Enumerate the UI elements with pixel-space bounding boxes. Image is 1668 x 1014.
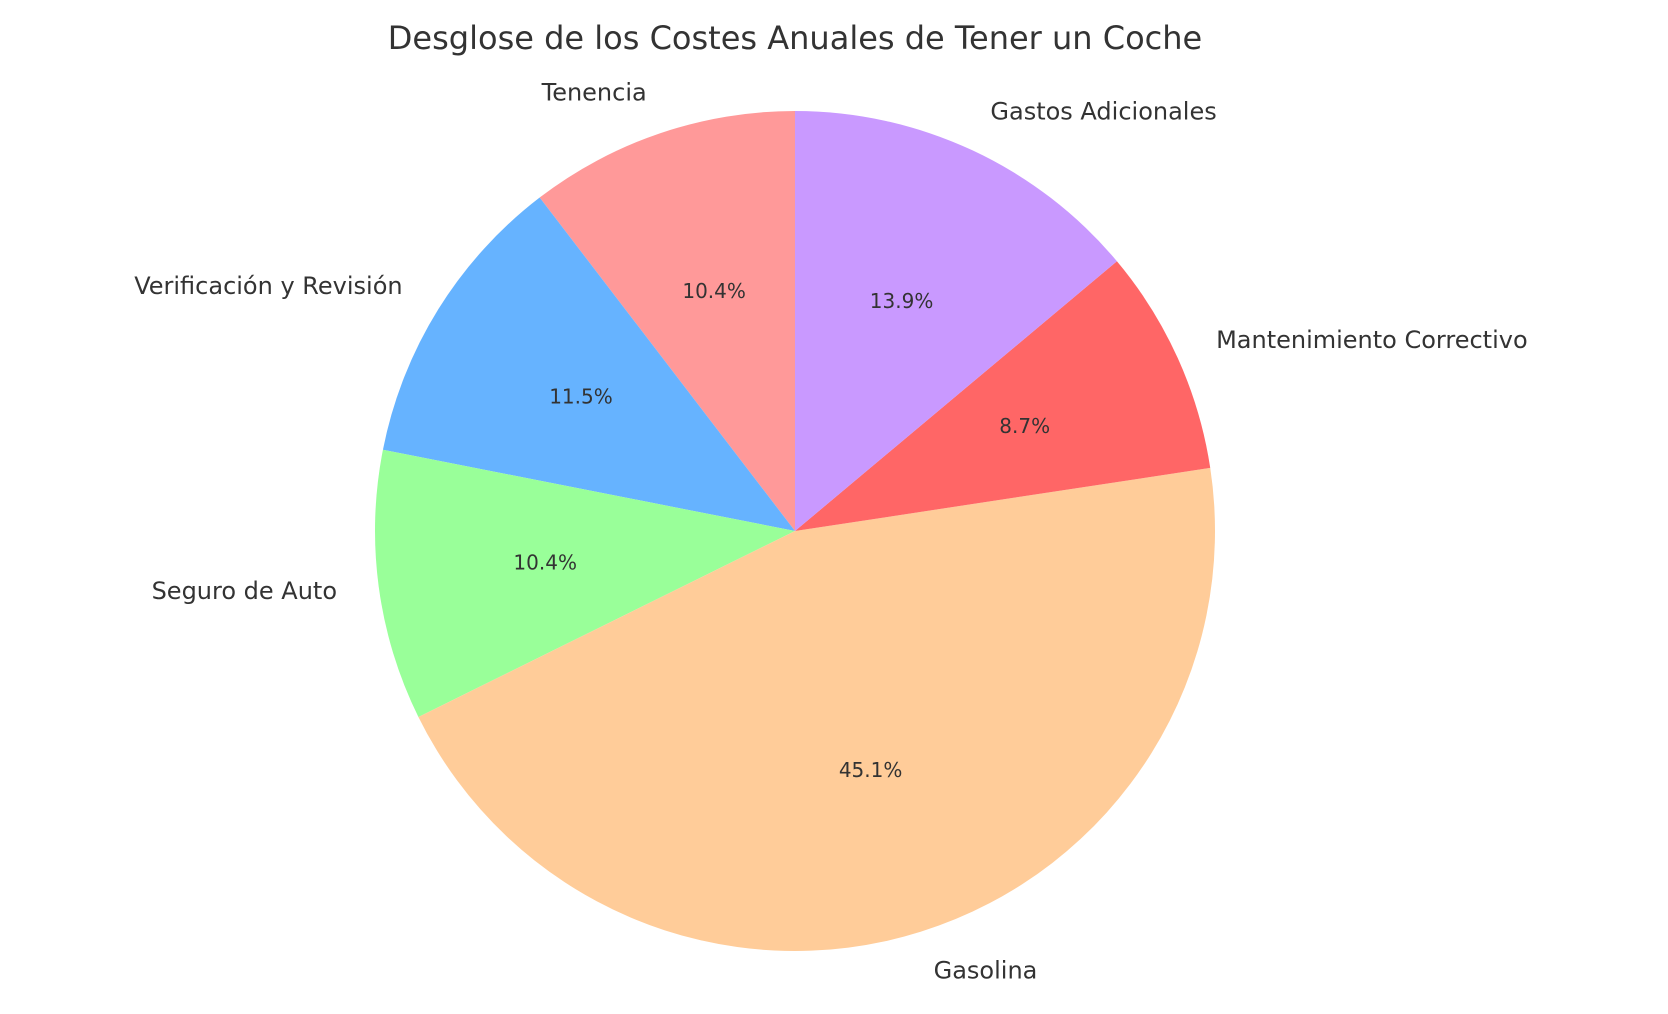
value-label: 10.4% [682, 279, 746, 303]
slice-label: Verificación y Revisión [134, 272, 402, 300]
slice-label: Mantenimiento Correctivo [1216, 326, 1528, 354]
value-label: 13.9% [870, 289, 934, 313]
pie-slice [382, 197, 795, 531]
pie-slice [539, 111, 795, 531]
slice-label: Gastos Adicionales [990, 97, 1216, 125]
value-label: 45.1% [839, 758, 903, 782]
pie-slice [795, 261, 1211, 531]
pie-slice [374, 449, 795, 717]
pie-slice [418, 467, 1215, 952]
value-label: 8.7% [999, 414, 1050, 438]
pie-slice [795, 111, 1117, 531]
value-label: 10.4% [513, 551, 577, 575]
value-label: 11.5% [549, 384, 613, 408]
chart-title: Desglose de los Costes Anuales de Tener … [388, 19, 1202, 57]
slice-label: Seguro de Auto [152, 577, 337, 605]
slice-label: Gasolina [934, 957, 1038, 985]
slice-label: Tenencia [541, 78, 647, 106]
